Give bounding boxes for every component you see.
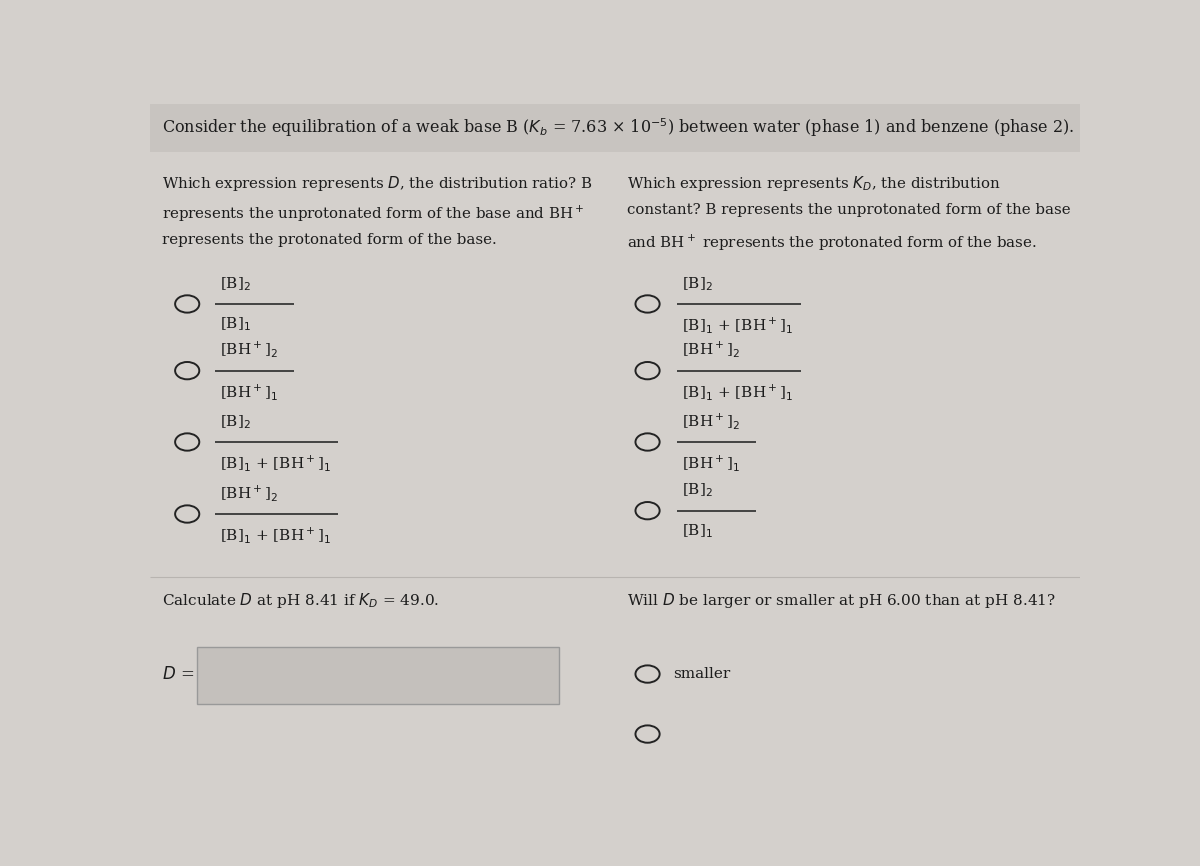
Text: [B]$_2$: [B]$_2$ — [220, 275, 251, 293]
Text: [B]$_1$ + [BH$^+$]$_1$: [B]$_1$ + [BH$^+$]$_1$ — [682, 315, 793, 335]
Text: Will $D$ be larger or smaller at pH 6.00 than at pH 8.41?: Will $D$ be larger or smaller at pH 6.00… — [628, 591, 1056, 610]
Text: [B]$_1$ + [BH$^+$]$_1$: [B]$_1$ + [BH$^+$]$_1$ — [220, 453, 331, 474]
Text: Calculate $D$ at pH 8.41 if $K_D$ = 49.0.: Calculate $D$ at pH 8.41 if $K_D$ = 49.0… — [162, 591, 439, 610]
Text: smaller: smaller — [673, 667, 730, 681]
Text: [B]$_2$: [B]$_2$ — [220, 413, 251, 430]
Text: [B]$_1$: [B]$_1$ — [220, 315, 251, 333]
Text: [BH$^+$]$_1$: [BH$^+$]$_1$ — [220, 382, 277, 402]
Text: Consider the equilibration of a weak base B ($K_b$ = 7.63 × 10$^{-5}$) between w: Consider the equilibration of a weak bas… — [162, 117, 1074, 139]
Text: Which expression represents $K_D$, the distribution: Which expression represents $K_D$, the d… — [628, 174, 1001, 193]
Text: [BH$^+$]$_2$: [BH$^+$]$_2$ — [220, 339, 277, 359]
Text: [BH$^+$]$_1$: [BH$^+$]$_1$ — [682, 453, 740, 474]
Text: [B]$_2$: [B]$_2$ — [682, 275, 713, 293]
Text: and BH$^+$ represents the protonated form of the base.: and BH$^+$ represents the protonated for… — [628, 233, 1037, 253]
Text: represents the protonated form of the base.: represents the protonated form of the ba… — [162, 233, 497, 247]
Text: [B]$_1$: [B]$_1$ — [682, 522, 713, 540]
Text: [B]$_2$: [B]$_2$ — [682, 481, 713, 500]
Text: [BH$^+$]$_2$: [BH$^+$]$_2$ — [682, 410, 740, 430]
Text: [BH$^+$]$_2$: [BH$^+$]$_2$ — [220, 482, 277, 502]
Text: [B]$_1$ + [BH$^+$]$_1$: [B]$_1$ + [BH$^+$]$_1$ — [220, 526, 331, 546]
Text: $D$ =: $D$ = — [162, 666, 194, 682]
Text: constant? B represents the unprotonated form of the base: constant? B represents the unprotonated … — [628, 204, 1070, 217]
FancyBboxPatch shape — [150, 104, 1080, 152]
Text: [BH$^+$]$_2$: [BH$^+$]$_2$ — [682, 339, 740, 359]
Text: [B]$_1$ + [BH$^+$]$_1$: [B]$_1$ + [BH$^+$]$_1$ — [682, 382, 793, 402]
Text: represents the unprotonated form of the base and BH$^+$: represents the unprotonated form of the … — [162, 204, 584, 223]
Text: Which expression represents $D$, the distribution ratio? B: Which expression represents $D$, the dis… — [162, 174, 593, 193]
FancyBboxPatch shape — [197, 648, 559, 704]
